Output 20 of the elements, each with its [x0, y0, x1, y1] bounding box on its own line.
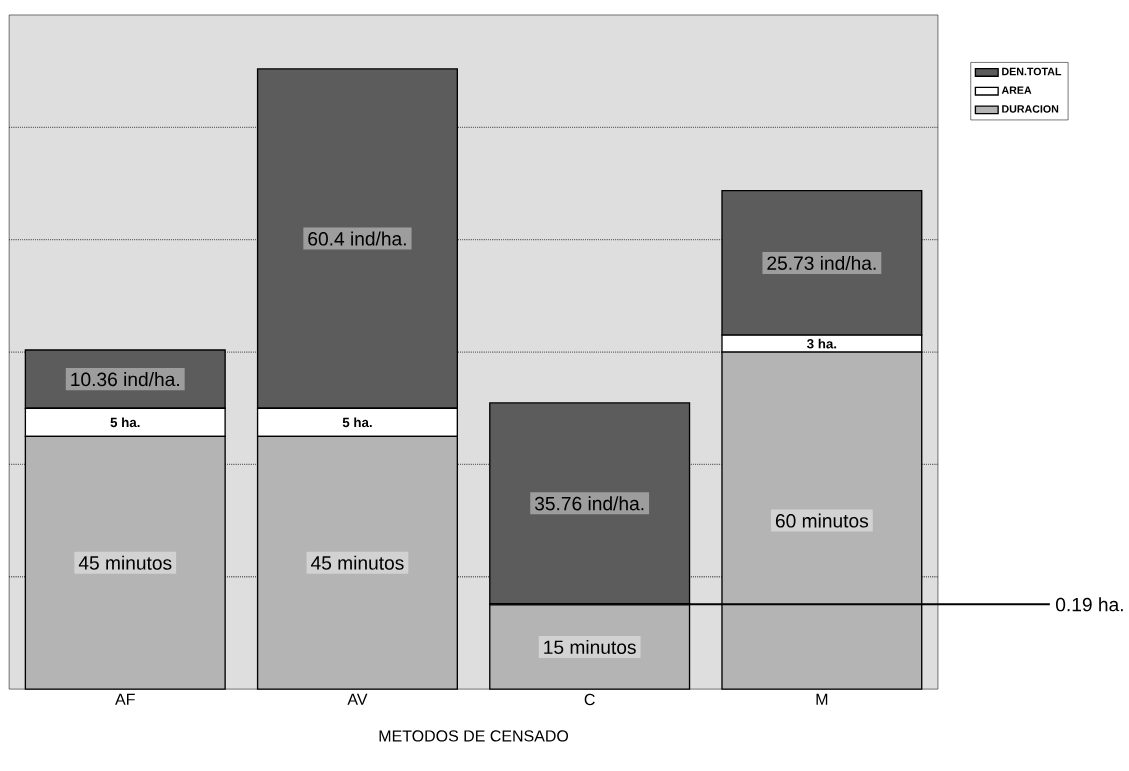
data-label: 3 ha. — [807, 338, 837, 349]
legend-label: DURACION — [1002, 105, 1059, 113]
data-label: 60 minutos — [775, 513, 869, 528]
data-label: 60.4 ind/ha. — [308, 231, 406, 246]
x-axis-title: METODOS DE CENSADO — [379, 730, 569, 742]
legend-label: AREA — [1001, 86, 1032, 94]
data-label: 5 ha. — [342, 417, 372, 428]
legend-label: DEN.TOTAL — [1002, 67, 1062, 76]
data-label: 0.19 ha. — [1056, 597, 1123, 612]
data-label: 45 minutos — [310, 555, 404, 570]
data-label: 25.73 ind/ha. — [767, 255, 876, 270]
x-tick-label: AV — [347, 693, 368, 705]
x-tick-label: M — [816, 693, 828, 705]
data-label: 10.36 ind/ha. — [71, 372, 179, 387]
data-label: 5 ha. — [110, 417, 140, 428]
x-tick-label: AF — [115, 693, 135, 705]
x-tick-label: C — [584, 693, 595, 706]
data-label: 35.76 ind/ha. — [534, 496, 644, 511]
data-label: 45 minutos — [78, 555, 172, 570]
data-label: 15 minutos — [544, 639, 636, 655]
